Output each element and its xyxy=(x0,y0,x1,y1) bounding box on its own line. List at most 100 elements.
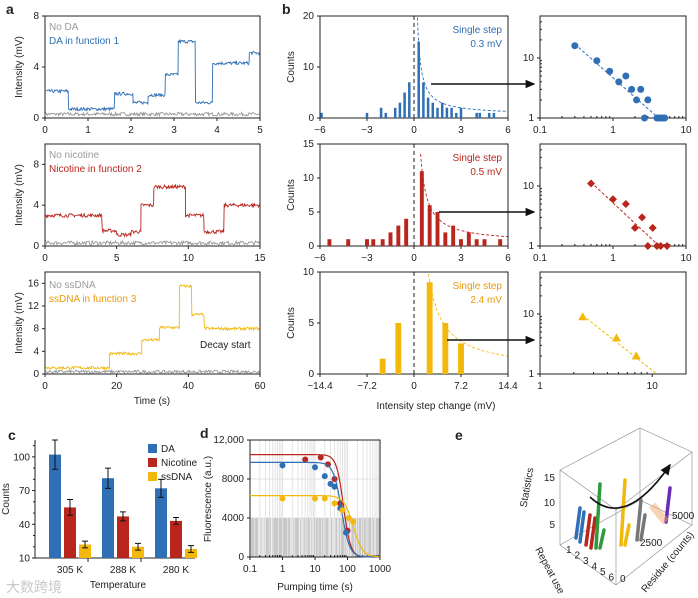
c-legend-swatch xyxy=(148,444,157,453)
b2-x-tick-label: −6 xyxy=(314,253,326,264)
c-error-bar xyxy=(82,540,88,549)
b2-histogram-bar xyxy=(365,239,369,246)
b1-histogram-bar xyxy=(398,102,402,118)
c-category-label: 305 K xyxy=(57,565,83,576)
e-bar xyxy=(574,506,582,540)
c-legend-swatch xyxy=(148,472,157,481)
l3-x-tick-label: 1 xyxy=(537,381,543,392)
b1-y-tick-label: 0 xyxy=(308,113,314,124)
l1-y-tick-label: 10 xyxy=(523,53,535,64)
l2-data-point xyxy=(648,223,657,232)
a2-y-tick-label: 4 xyxy=(33,200,39,211)
e-xlabel: Repeat use xyxy=(532,546,566,597)
l1-data-point xyxy=(640,114,648,122)
a1-y-tick-label: 8 xyxy=(33,11,39,22)
l2-data-point xyxy=(663,242,672,250)
l1-data-point xyxy=(571,42,579,50)
c-y-tick-label: 10 xyxy=(19,554,31,565)
b2-histogram-bar xyxy=(482,239,487,246)
b2-histogram-bar xyxy=(419,171,424,246)
d-ylabel: Fluorescence (a.u.) xyxy=(203,456,214,542)
a3-annotation: Decay start xyxy=(200,340,251,351)
e-bar xyxy=(619,478,627,547)
b1-histogram-bar xyxy=(455,112,458,118)
e-z-tick-label: 10 xyxy=(544,498,556,509)
b2-x-tick-label: −3 xyxy=(361,253,373,264)
b1-histogram-bar xyxy=(487,112,491,118)
d-data-point-ssdna xyxy=(312,495,318,502)
a3-legend-baseline: No ssDNA xyxy=(49,280,96,291)
e-bar xyxy=(594,482,602,550)
e-x-tick-label: 5 xyxy=(600,567,606,578)
e-zlabel: Statistics xyxy=(519,467,537,508)
e-box-edge xyxy=(559,427,641,471)
l3-data-point xyxy=(611,333,621,342)
a1-ylabel: Intensity (mV) xyxy=(14,36,25,98)
c-bar-da xyxy=(155,488,167,558)
c-y-tick-label: 40 xyxy=(19,520,31,531)
e-bar xyxy=(578,510,586,544)
l3-y-tick-label: 1 xyxy=(528,369,534,380)
b1-histogram-bar xyxy=(384,112,388,118)
a2-x-tick-label: 10 xyxy=(183,253,195,264)
d-y-tick-label: 8000 xyxy=(222,474,245,485)
b1-histogram-bar xyxy=(475,112,478,118)
b1-y-tick-label: 20 xyxy=(303,11,315,22)
a1-signal-trace xyxy=(44,38,261,113)
b3-fit-curve xyxy=(427,273,508,357)
b2-histogram-bar xyxy=(327,239,332,246)
c-y-tick-label: 100 xyxy=(13,452,30,463)
b2-histogram-bar xyxy=(474,239,479,246)
d-data-point-da xyxy=(312,464,318,471)
l2-data-point xyxy=(638,213,647,222)
b3-histogram-bar xyxy=(442,323,449,374)
l2-data-point xyxy=(621,200,630,209)
b1-x-tick-label: 3 xyxy=(458,125,464,136)
l3-plot-frame xyxy=(539,271,687,375)
e-box-edge xyxy=(615,524,693,586)
b1-histogram-bar xyxy=(492,112,496,118)
b1-histogram-bar xyxy=(408,82,411,118)
c-category-label: 288 K xyxy=(110,565,136,576)
a2-legend-signal: Nicotine in function 2 xyxy=(49,164,142,175)
c-error-bar xyxy=(52,439,58,470)
d-data-point-ssdna xyxy=(331,500,338,507)
panel-letter-d: d xyxy=(200,425,209,441)
a1-x-tick-label: 1 xyxy=(85,125,91,136)
b3-histogram-bar xyxy=(395,323,402,374)
d-data-point-ssdna xyxy=(321,495,328,502)
a3-ylabel: Intensity (mV) xyxy=(14,292,25,354)
a3-y-tick-label: 4 xyxy=(33,346,39,357)
b1-histogram-bar xyxy=(393,107,397,118)
l1-x-tick-label: 1 xyxy=(610,125,616,136)
watermark: 大数跨境 xyxy=(6,579,62,595)
d-data-point-da xyxy=(321,473,328,480)
e-x-tick-label: 3 xyxy=(583,556,589,567)
e-box-edge xyxy=(639,427,693,453)
b1-x-tick-label: −3 xyxy=(361,125,373,136)
b2-histogram-bar xyxy=(466,232,471,246)
b3-histogram-bar xyxy=(379,358,386,374)
e-bar xyxy=(639,513,647,542)
c-bar-nicotine xyxy=(170,520,182,558)
e-bar xyxy=(635,498,643,542)
c-bar-da xyxy=(49,454,61,558)
a1-y-tick-label: 4 xyxy=(33,62,39,73)
e-bar xyxy=(589,516,597,550)
e-box-edge xyxy=(559,499,641,546)
d-y-tick-label: 4000 xyxy=(222,513,245,524)
a1-x-tick-label: 2 xyxy=(128,125,134,136)
a3-legend-signal: ssDNA in function 3 xyxy=(49,294,137,305)
a1-x-tick-label: 3 xyxy=(171,125,177,136)
c-y-tick-label: 70 xyxy=(19,486,31,497)
e-x-tick-label: 2 xyxy=(575,551,581,562)
b1-histogram-bar xyxy=(436,107,439,118)
d-data-point-nicotine xyxy=(317,454,324,461)
b2-histogram-bar xyxy=(404,218,409,246)
c-error-bar xyxy=(135,542,141,551)
e-box-edge xyxy=(615,451,693,511)
b1-annotation-value: 0.3 mV xyxy=(470,39,502,50)
e-z-tick-label: 15 xyxy=(544,473,556,484)
l2-x-tick-label: 1 xyxy=(610,253,616,264)
